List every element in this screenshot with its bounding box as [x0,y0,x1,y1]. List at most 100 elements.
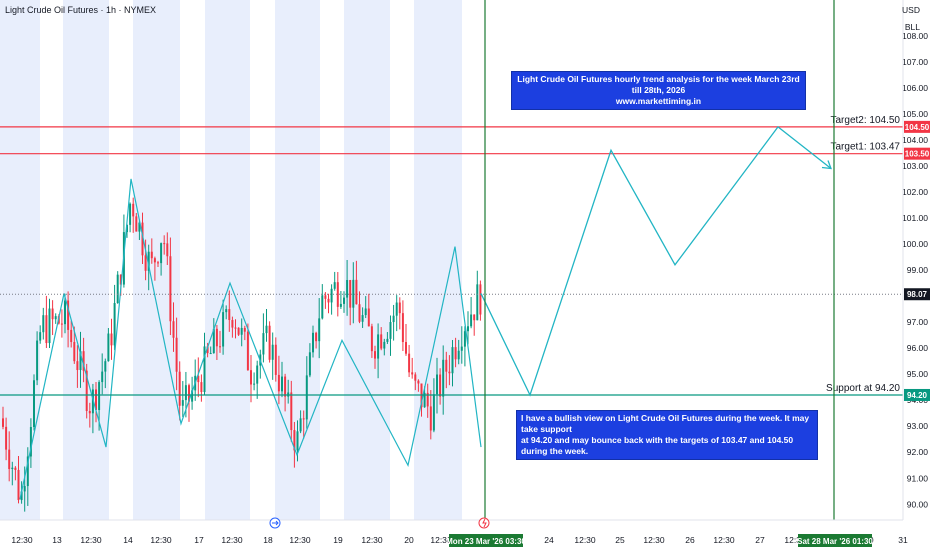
candle-body [467,326,469,332]
level-badge [904,120,930,133]
date-marker-badge [449,534,523,547]
last-price-badge-text: 98.07 [907,290,928,299]
candle-body [290,392,293,431]
candle-body [284,376,287,397]
candle-body [429,406,432,431]
candle-body [225,309,228,313]
candle-body [358,304,361,322]
time-tick: 12:30 [11,535,33,545]
candle-body [14,467,17,470]
price-tick: 100.00 [902,239,928,249]
candle-body [79,351,82,371]
candle-body [473,314,476,321]
candle-body [23,486,26,492]
candle-body [85,370,88,412]
candle-body [222,312,225,347]
time-axis[interactable]: 12:30 13 12:30 14 12:30 17 12:30 18 12:30 19 12:30… [0,519,908,547]
candle-body [138,222,141,232]
candle-body [110,333,113,346]
session-band [414,0,462,520]
level-label-target1: Target1: 103.47 [831,142,901,153]
candle-body [203,346,206,392]
candle-body [417,380,420,384]
candle-body [188,385,190,402]
unit-label[interactable]: BLL [904,22,920,32]
candle-body [175,337,178,372]
price-tick: 95.00 [907,369,929,379]
candle-body [70,329,73,343]
candle-body [157,262,159,264]
candle-body [36,340,39,381]
time-tick: 26 [685,535,695,545]
time-tick: 12:30 [784,535,806,545]
candle-body [411,372,414,375]
candle-body [191,390,194,402]
level-badge [904,147,930,160]
candle-body [436,374,438,395]
candle-body [104,361,107,372]
candle-body [150,251,153,259]
time-tick: 12:30 [150,535,172,545]
date-marker-badge-text: Mon 23 Mar '26 03:30 [446,537,526,546]
candle-body [169,256,172,322]
zigzag-pattern [19,178,482,500]
level-badge-text: 103.50 [905,150,930,159]
chart-title: Light Crude Oil Futures · 1h · NYMEX [5,5,157,15]
candle-body [215,328,218,347]
candle-body [339,303,342,307]
candle-body [144,255,147,271]
date-marker-badge [798,534,872,547]
candle-body [470,314,473,327]
time-tick: 27 [755,535,765,545]
candle-body [398,302,401,314]
candle-body [380,334,383,349]
candle-body [135,216,138,232]
candle-body [73,342,76,362]
candle-body [11,467,14,470]
candle-body [119,274,122,285]
candle-body [277,374,280,392]
candle-body [389,322,392,339]
candle-body [454,347,457,360]
candle-body [197,375,200,383]
candle-body [327,298,330,303]
price-tick: 101.00 [902,213,928,223]
time-tick: 12:30 [289,535,311,545]
candle-body [423,392,426,408]
candle-body [166,243,169,257]
candle-body [253,383,256,385]
candle-body [243,327,246,332]
price-axis[interactable]: 90.0091.0092.0093.0094.0095.0096.0097.00… [902,0,930,520]
candle-body [383,341,386,349]
price-tick: 105.00 [902,109,928,119]
time-tick: 12:30 [221,535,243,545]
axis-icons [269,517,490,529]
price-tick: 93.00 [907,421,929,431]
candle-body [132,203,135,217]
candle-body [312,332,314,353]
session-band [344,0,390,520]
candle-body [107,333,110,362]
candle-body [116,274,119,304]
level-badge [904,388,930,401]
candle-body [377,334,380,359]
candle-body [126,224,128,233]
candle-body [281,376,283,392]
candle-body [184,385,187,401]
currency-label[interactable]: USD [902,5,920,15]
candle-body [426,392,429,407]
price-tick: 106.00 [902,83,928,93]
price-levels: Target2: 104.50 Target1: 103.47 Support at… [0,115,903,396]
candle-body [39,332,42,341]
time-tick: 13 [52,535,62,545]
candle-body [82,351,85,371]
candle-body [67,300,70,330]
candle-body [17,469,20,501]
projection-arrowhead [821,160,832,170]
zigzag-line [19,178,482,500]
candle-body [256,365,259,384]
candle-body [228,309,231,321]
candle-body [5,426,8,450]
time-tick: 20 [404,535,414,545]
